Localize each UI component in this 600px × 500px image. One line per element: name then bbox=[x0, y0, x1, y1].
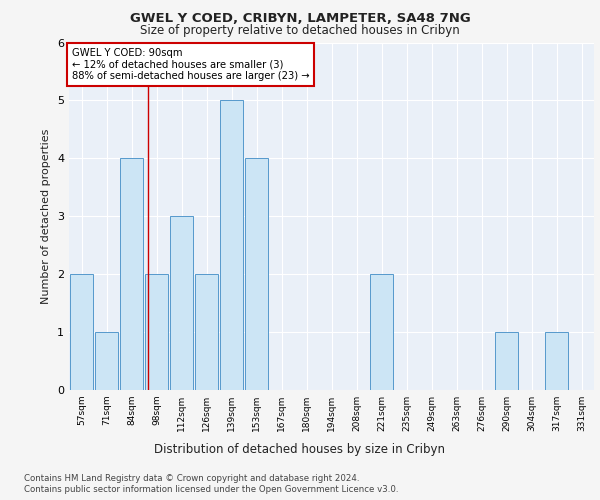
Bar bbox=[545, 332, 568, 390]
Text: Size of property relative to detached houses in Cribyn: Size of property relative to detached ho… bbox=[140, 24, 460, 37]
Bar bbox=[145, 274, 168, 390]
Bar bbox=[170, 216, 193, 390]
Bar bbox=[370, 274, 393, 390]
Text: Contains public sector information licensed under the Open Government Licence v3: Contains public sector information licen… bbox=[24, 485, 398, 494]
Text: GWEL Y COED: 90sqm
← 12% of detached houses are smaller (3)
88% of semi-detached: GWEL Y COED: 90sqm ← 12% of detached hou… bbox=[71, 48, 309, 81]
Bar bbox=[245, 158, 268, 390]
Bar bbox=[70, 274, 93, 390]
Text: Distribution of detached houses by size in Cribyn: Distribution of detached houses by size … bbox=[155, 442, 445, 456]
Text: Contains HM Land Registry data © Crown copyright and database right 2024.: Contains HM Land Registry data © Crown c… bbox=[24, 474, 359, 483]
Text: GWEL Y COED, CRIBYN, LAMPETER, SA48 7NG: GWEL Y COED, CRIBYN, LAMPETER, SA48 7NG bbox=[130, 12, 470, 26]
Bar bbox=[220, 100, 243, 390]
Bar bbox=[195, 274, 218, 390]
Bar bbox=[120, 158, 143, 390]
Y-axis label: Number of detached properties: Number of detached properties bbox=[41, 128, 52, 304]
Bar bbox=[495, 332, 518, 390]
Bar bbox=[95, 332, 118, 390]
